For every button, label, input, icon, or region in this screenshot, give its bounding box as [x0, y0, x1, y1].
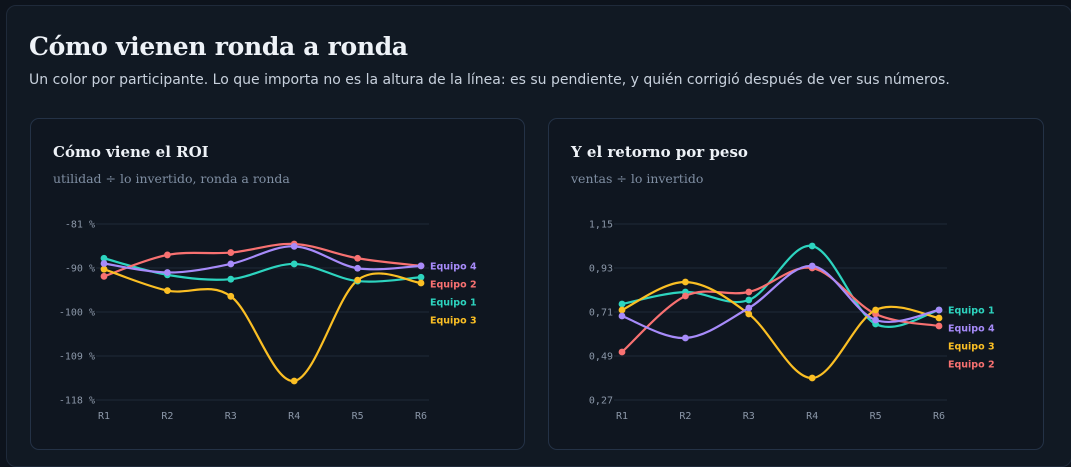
roi-x-tick-label: R4: [288, 411, 300, 422]
page-title: Cómo vienen ronda a ronda: [29, 32, 408, 61]
return-data-point: [682, 278, 689, 286]
return-data-point: [682, 334, 689, 342]
return-x-tick-label: R3: [743, 411, 755, 422]
roi-chart-card: Cómo viene el ROI utilidad ÷ lo invertid…: [30, 118, 525, 450]
roi-chart-subtitle: utilidad ÷ lo invertido, ronda a ronda: [53, 171, 290, 186]
return-chart-title: Y el retorno por peso: [571, 143, 748, 161]
return-series-line: [620, 264, 941, 340]
roi-series-line: [102, 268, 423, 383]
page-subtitle: Un color por participante. Lo que import…: [29, 72, 950, 88]
roi-data-point: [290, 377, 298, 385]
roi-series-label: Equipo 2: [430, 279, 477, 290]
roi-data-point: [164, 269, 171, 276]
return-y-tick-label: 1,15: [589, 220, 613, 231]
return-data-point: [808, 262, 816, 270]
roi-data-point: [354, 254, 361, 262]
roi-x-tick-label: R5: [352, 411, 364, 422]
roi-data-point: [227, 249, 235, 256]
return-series-line: [620, 244, 941, 328]
return-x-tick-label: R4: [806, 411, 818, 422]
return-x-tick-label: R5: [870, 411, 882, 422]
return-series-label: Equipo 2: [948, 360, 995, 371]
roi-x-tick-label: R2: [161, 411, 173, 422]
return-data-point: [745, 296, 753, 304]
return-data-point: [682, 292, 689, 300]
roi-data-point: [290, 242, 298, 250]
roi-data-point: [100, 254, 108, 262]
return-series-line: [620, 266, 941, 354]
return-series-label: Equipo 3: [948, 342, 995, 353]
roi-data-point: [227, 292, 235, 300]
return-data-point: [935, 306, 943, 314]
return-data-point: [745, 310, 753, 318]
roi-data-point: [164, 251, 171, 259]
return-data-point: [872, 306, 879, 314]
roi-series-label: Equipo 3: [430, 315, 477, 326]
roi-data-point: [164, 287, 171, 294]
roi-y-tick-label: -109 %: [59, 352, 95, 363]
return-y-tick-label: 0,49: [589, 352, 613, 363]
return-series-label: Equipo 4: [948, 324, 995, 335]
roi-data-point: [227, 275, 235, 283]
roi-x-tick-label: R1: [98, 411, 110, 422]
roi-line-chart: -81 % -90 % -100 % -109 % -118 %R1 R2 R3 R4 R5 R6…: [59, 220, 477, 423]
dashboard-panel: Cómo vienen ronda a ronda Un color por p…: [6, 5, 1071, 467]
return-y-tick-label: 0,93: [589, 264, 613, 275]
return-x-tick-label: R1: [616, 411, 628, 422]
roi-series-label: Equipo 1: [430, 297, 477, 308]
return-data-point: [618, 312, 626, 320]
return-data-point: [808, 374, 816, 382]
roi-series-label: Equipo 4: [430, 261, 477, 272]
return-y-tick-label: 0,27: [589, 396, 613, 407]
roi-y-tick-label: -100 %: [59, 308, 95, 319]
roi-data-point: [100, 260, 108, 267]
return-x-tick-label: R2: [679, 411, 691, 422]
return-chart-card: Y el retorno por peso ventas ÷ lo invert…: [548, 118, 1044, 450]
return-data-point: [618, 348, 626, 356]
roi-data-point: [100, 272, 108, 280]
roi-y-tick-label: -81 %: [65, 220, 95, 231]
roi-x-tick-label: R3: [225, 411, 237, 422]
roi-data-point: [100, 265, 108, 273]
return-data-point: [935, 322, 943, 330]
roi-data-point: [417, 279, 425, 287]
return-series-line: [620, 280, 941, 380]
return-data-point: [745, 304, 753, 312]
roi-series-line: [102, 245, 423, 274]
roi-y-tick-label: -118 %: [59, 396, 95, 407]
roi-y-tick-label: -90 %: [65, 264, 95, 275]
roi-data-point: [227, 260, 235, 268]
return-y-tick-label: 0,71: [589, 308, 613, 319]
return-chart-subtitle: ventas ÷ lo invertido: [571, 171, 704, 186]
roi-chart-title: Cómo viene el ROI: [53, 143, 209, 161]
return-data-point: [618, 306, 626, 314]
roi-x-tick-label: R6: [415, 411, 427, 422]
return-data-point: [872, 316, 879, 324]
roi-data-point: [417, 273, 425, 281]
return-x-tick-label: R6: [933, 411, 945, 422]
return-data-point: [935, 314, 943, 322]
return-data-point: [808, 242, 816, 250]
roi-data-point: [417, 262, 425, 270]
roi-data-point: [354, 276, 361, 284]
return-data-point: [618, 300, 626, 308]
roi-data-point: [290, 260, 298, 268]
return-series-label: Equipo 1: [948, 306, 995, 317]
roi-data-point: [354, 264, 361, 272]
return-data-point: [745, 288, 753, 296]
